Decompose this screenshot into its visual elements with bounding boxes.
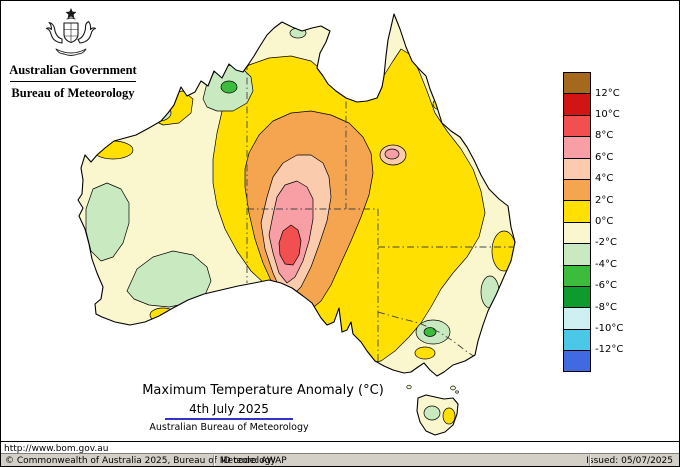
- legend-label: 10°C: [595, 109, 620, 121]
- header-divider: [10, 81, 136, 82]
- legend-label: 4°C: [595, 173, 614, 185]
- legend-cell: [564, 265, 590, 287]
- legend-label: 8°C: [595, 130, 614, 142]
- crest-emu: [77, 20, 97, 44]
- legend-cell: [564, 329, 590, 352]
- legend-label: -2°C: [595, 237, 617, 249]
- crest-shield: [63, 22, 79, 44]
- footer-separator: [589, 455, 590, 466]
- region-green-west-coast: [85, 182, 130, 262]
- crest-shield-quarters: [63, 22, 79, 43]
- state-borders: [246, 63, 513, 363]
- footer-separator: [213, 455, 214, 466]
- date-underline: [165, 418, 293, 420]
- legend-label: -10°C: [595, 322, 624, 334]
- legend-label: -6°C: [595, 280, 617, 292]
- legend-cell: [564, 73, 590, 95]
- region-yellow-nsw-coast: [491, 230, 515, 272]
- region-midgreen-southeast: [423, 327, 437, 337]
- flinders-island-small: [455, 390, 459, 394]
- legend-label: 0°C: [595, 216, 614, 228]
- legend-cell: [564, 137, 590, 159]
- bom-url: http://www.bom.gov.au: [4, 444, 109, 454]
- flinders-island: [450, 385, 456, 391]
- region-red-core: [278, 224, 302, 266]
- region-yellow-sw-coast: [149, 307, 177, 323]
- region-pink-spot-ne: [384, 148, 400, 160]
- legend-cells: [563, 72, 591, 373]
- legend-cell: [564, 94, 590, 116]
- legend-cell: [564, 222, 590, 245]
- legend-label: 6°C: [595, 151, 614, 163]
- region-yellow-qld-coast: [432, 97, 450, 111]
- legend-cell: [564, 308, 590, 330]
- legend-label: -12°C: [595, 344, 624, 356]
- government-title: Australian Government: [9, 63, 137, 77]
- legend-labels: 12°C 10°C 8°C 6°C 4°C 2°C 0°C -2°C -4°C -6°C -8°C -…: [595, 83, 635, 361]
- id-code-text: ID code: AWAP: [221, 456, 287, 466]
- region-yellow-pilbara: [92, 140, 134, 160]
- legend-cell: [564, 351, 590, 372]
- legend-cell: [564, 158, 590, 180]
- crest-star-icon: [65, 8, 77, 19]
- legend-label: 2°C: [595, 194, 614, 206]
- legend-label: -8°C: [595, 301, 617, 313]
- footer-divider: [1, 441, 679, 442]
- region-yellow-tasmania: [442, 407, 456, 425]
- map-title: Maximum Temperature Anomaly (°C): [142, 383, 384, 398]
- footer-status-bar: © Commonwealth of Australia 2025, Bureau…: [1, 453, 679, 466]
- legend-cell: [564, 201, 590, 223]
- map-attribution: Australian Bureau of Meteorology: [149, 422, 309, 433]
- region-yellow-victoria: [414, 346, 436, 360]
- king-island: [406, 384, 412, 390]
- mainland-coastline: [77, 13, 516, 377]
- region-midgreen-kimberley: [220, 80, 238, 94]
- crest-wreath: [66, 17, 76, 20]
- legend-cell: [564, 286, 590, 309]
- tasmania-coastline: [416, 394, 459, 436]
- legend-label: 12°C: [595, 87, 620, 99]
- region-green-southwest: [126, 250, 212, 308]
- crest-kangaroo: [45, 21, 63, 44]
- copyright-text: © Commonwealth of Australia 2025, Bureau…: [5, 456, 276, 466]
- map-date: 4th July 2025: [189, 402, 269, 416]
- legend-cell: [564, 244, 590, 266]
- issued-text: Issued: 05/07/2025: [586, 456, 673, 466]
- legend-cell: [564, 115, 590, 138]
- crest-scroll: [55, 48, 87, 56]
- legend-cell: [564, 179, 590, 202]
- region-green-east-coast: [480, 275, 500, 309]
- legend-label: -4°C: [595, 258, 617, 270]
- region-green-tasmania: [423, 405, 441, 421]
- bureau-title: Bureau of Meteorology: [11, 86, 135, 100]
- coat-of-arms: [45, 8, 97, 56]
